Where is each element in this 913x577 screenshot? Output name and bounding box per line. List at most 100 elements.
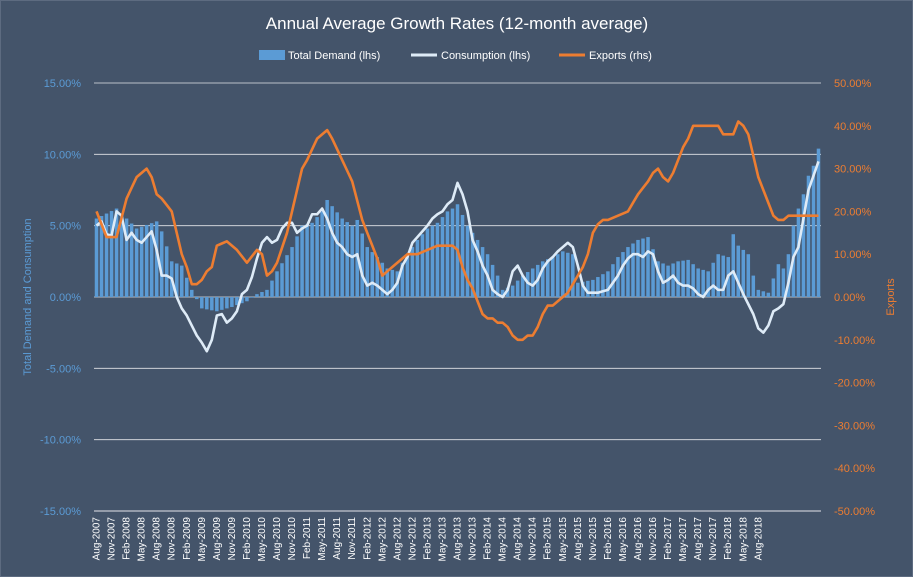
y-tick-label-left: -15.00% xyxy=(40,506,81,518)
bar-total-demand xyxy=(250,297,254,298)
bar-total-demand xyxy=(530,268,535,297)
bar-total-demand xyxy=(571,254,575,297)
bar-total-demand xyxy=(179,265,184,297)
y-tick-label-left: -5.00% xyxy=(46,363,81,375)
x-tick-label: Feb-2014 xyxy=(483,517,494,560)
bar-total-demand xyxy=(300,225,304,297)
bar-total-demand xyxy=(94,218,99,297)
bar-total-demand xyxy=(761,291,766,297)
x-tick-label: Aug-2010 xyxy=(272,517,283,561)
bar-total-demand xyxy=(114,208,119,297)
bar-total-demand xyxy=(149,223,154,297)
x-tick-label: Aug-2011 xyxy=(332,517,343,560)
bar-total-demand xyxy=(260,292,264,297)
bar-total-demand xyxy=(124,218,129,297)
x-tick-label: Feb-2015 xyxy=(543,517,554,560)
bar-total-demand xyxy=(400,262,405,297)
bar-total-demand xyxy=(676,261,680,297)
bar-total-demand xyxy=(109,211,114,297)
y-axis-left: 15.00% 10.00% 5.00% 0.00% -5.00% -10.00% -15.0… xyxy=(40,78,81,518)
y-axis-right: 50.00% 40.00% 30.00% 20.00% 10.00% 0.00% -10.0… xyxy=(834,78,875,518)
bar-total-demand xyxy=(245,297,249,302)
x-tick-label: Feb-2017 xyxy=(663,517,674,560)
bar-total-demand xyxy=(470,232,475,297)
bar-total-demand xyxy=(706,271,710,297)
bar-total-demand xyxy=(525,272,530,297)
bar-total-demand xyxy=(345,222,349,297)
bar-total-demand xyxy=(360,233,364,297)
x-tick-label: May-2018 xyxy=(738,517,749,562)
y-tick-label-right: 50.00% xyxy=(834,78,872,90)
legend-label-exports: Exports (rhs) xyxy=(589,50,652,62)
bar-total-demand xyxy=(285,255,289,297)
x-tick-label: Aug-2017 xyxy=(693,517,704,561)
bar-total-demand xyxy=(375,257,380,297)
bar-total-demand xyxy=(515,280,520,297)
bar-total-demand xyxy=(716,254,720,297)
bar-total-demand xyxy=(390,269,395,297)
x-tick-label: May-2010 xyxy=(257,517,268,562)
x-tick-label: Nov-2017 xyxy=(708,517,719,561)
bar-total-demand xyxy=(280,263,284,297)
y-tick-label-left: -10.00% xyxy=(40,435,81,447)
bar-total-demand xyxy=(340,218,344,297)
x-tick-label: Nov-2009 xyxy=(227,517,238,561)
x-tick-label: Feb-2016 xyxy=(603,517,614,560)
bar-total-demand xyxy=(540,261,545,297)
bar-total-demand xyxy=(751,275,756,297)
bar-total-demand xyxy=(410,247,415,297)
x-tick-label: Nov-2015 xyxy=(588,517,599,561)
legend-label-consumption: Consumption (lhs) xyxy=(441,50,530,62)
bar-total-demand xyxy=(681,260,685,297)
bar-total-demand xyxy=(370,252,375,297)
x-tick-label: Nov-2016 xyxy=(648,517,659,561)
bar-total-demand xyxy=(586,280,590,297)
bar-total-demand xyxy=(195,297,199,300)
bar-total-demand xyxy=(490,264,495,297)
bar-total-demand xyxy=(495,275,500,297)
x-tick-label: Nov-2007 xyxy=(107,517,118,561)
bar-total-demand xyxy=(335,212,339,297)
bar-total-demand xyxy=(144,224,149,297)
bar-total-demand xyxy=(104,213,109,297)
bar-total-demand xyxy=(129,223,134,297)
bar-total-demand xyxy=(520,275,525,297)
bar-total-demand xyxy=(315,217,319,297)
bar-total-demand xyxy=(480,247,485,297)
x-tick-label: Feb-2013 xyxy=(422,517,433,560)
bar-total-demand xyxy=(445,211,450,297)
x-tick-label: Aug-2008 xyxy=(152,517,163,561)
y-tick-label-right: 10.00% xyxy=(834,249,872,261)
bar-total-demand xyxy=(816,148,821,297)
bar-total-demand xyxy=(220,297,224,310)
bar-total-demand xyxy=(325,199,329,297)
y-tick-label-right: 20.00% xyxy=(834,206,872,218)
bar-total-demand xyxy=(460,214,465,297)
x-tick-label: Nov-2013 xyxy=(468,517,479,561)
x-tick-label: Aug-2013 xyxy=(453,517,464,561)
bar-total-demand xyxy=(781,268,786,297)
y-tick-label-left: 0.00% xyxy=(50,292,81,304)
bar-total-demand xyxy=(801,194,806,297)
y-tick-label-right: -40.00% xyxy=(834,463,875,475)
x-tick-label: Feb-2010 xyxy=(242,517,253,560)
bar-total-demand xyxy=(505,287,510,297)
x-tick-label: May-2008 xyxy=(137,517,148,562)
x-tick-label: May-2014 xyxy=(498,517,509,562)
bar-total-demand xyxy=(240,297,244,304)
series-exports-line xyxy=(95,120,819,342)
bar-total-demand xyxy=(159,231,164,297)
bar-total-demand xyxy=(290,247,294,297)
y-tick-label-right: -10.00% xyxy=(834,335,875,347)
bar-total-demand xyxy=(696,268,700,297)
bar-total-demand xyxy=(210,297,214,311)
x-tick-label: Nov-2010 xyxy=(287,517,298,561)
bar-total-demand xyxy=(736,245,741,297)
x-axis: Aug-2007 Nov-2007 Feb-2008 May-2008 Aug-2008… xyxy=(92,517,765,562)
bar-total-demand xyxy=(405,254,410,297)
y-axis-right-title: Exports xyxy=(885,278,897,316)
bar-total-demand xyxy=(756,289,761,297)
bar-total-demand xyxy=(646,237,650,297)
bar-total-demand xyxy=(551,257,555,297)
